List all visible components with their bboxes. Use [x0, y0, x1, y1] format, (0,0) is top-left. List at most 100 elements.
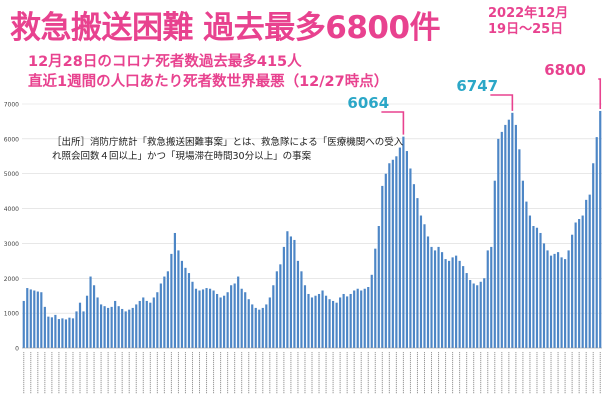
bar [307, 293, 310, 348]
bar [423, 224, 426, 348]
bar [194, 288, 198, 348]
bar [61, 318, 64, 348]
bar [71, 318, 75, 348]
bar [275, 271, 278, 348]
subtitle-world-worst: 直近1週間の人口あたり死者数世界最悪（12/27時点） [28, 74, 389, 90]
bar [398, 147, 401, 348]
bar [599, 110, 602, 348]
y-tick-label: 6000 [4, 136, 19, 143]
bar [117, 306, 120, 348]
bar [184, 267, 187, 348]
bar [412, 184, 416, 348]
bar [103, 306, 106, 348]
bar [560, 257, 563, 348]
bar [22, 300, 25, 348]
bar [64, 319, 68, 348]
bar [592, 163, 595, 348]
bar [149, 302, 152, 348]
bar [92, 285, 96, 348]
bar [177, 250, 180, 348]
period-label: 2022年12月 19日～25日 [488, 6, 600, 38]
bar [433, 250, 437, 348]
bar [310, 297, 314, 348]
bar [514, 124, 517, 348]
bar [476, 285, 479, 348]
bar [208, 288, 212, 348]
bar [50, 317, 53, 348]
bar [279, 264, 282, 348]
bar [223, 295, 226, 348]
bar [388, 163, 391, 348]
bar [458, 260, 461, 348]
y-tick-label: 2000 [4, 276, 19, 283]
bar [367, 287, 370, 348]
bar [258, 309, 261, 348]
bar [511, 112, 514, 348]
period-year-month: 2022年12月 [488, 6, 569, 21]
bar [36, 291, 39, 348]
bar [135, 304, 138, 348]
bar [170, 253, 173, 348]
bar [114, 300, 117, 348]
bar [493, 180, 496, 348]
bar [455, 255, 458, 348]
bar [296, 260, 300, 348]
bar [465, 273, 468, 348]
bar [156, 292, 159, 348]
bar [497, 138, 500, 348]
period-days: 19日～25日 [488, 22, 564, 37]
bar [321, 290, 324, 348]
bar [370, 274, 373, 348]
bar [85, 295, 89, 348]
peak-label-6064: 6064 [347, 94, 390, 112]
bar [444, 259, 447, 348]
bar [581, 215, 584, 348]
bar [282, 246, 285, 348]
bar [75, 311, 78, 348]
bar [585, 199, 588, 348]
bar [353, 290, 356, 348]
bar [300, 271, 303, 348]
bar [521, 180, 524, 348]
peak-callout-line [598, 78, 602, 109]
y-tick-label: 3000 [4, 241, 19, 248]
bar [212, 290, 215, 348]
bar [110, 306, 113, 348]
bar [507, 119, 510, 348]
bar [254, 307, 257, 348]
bar [567, 250, 570, 348]
bar [451, 257, 454, 348]
bar [82, 311, 85, 348]
bar [549, 255, 553, 348]
bar [402, 136, 405, 348]
bar [462, 266, 465, 348]
bar [289, 236, 292, 348]
bar [437, 246, 440, 348]
bar [328, 299, 331, 348]
bar [346, 296, 349, 348]
bar [145, 300, 148, 348]
bar [219, 297, 222, 348]
bar [124, 311, 127, 348]
y-axis-ticks: 0 1000 2000 3000 4000 5000 6000 7000 [4, 102, 19, 353]
bar [89, 276, 92, 348]
bar [486, 250, 489, 348]
bar [553, 253, 556, 348]
bar [180, 260, 184, 348]
bar [374, 248, 377, 348]
bars [22, 110, 602, 349]
bar [339, 297, 342, 348]
bar [317, 293, 321, 348]
bar [479, 281, 482, 348]
bar [216, 293, 219, 348]
page-title: 救急搬送困難 過去最多6800件 [10, 10, 441, 46]
bar [247, 299, 250, 348]
bar [100, 304, 103, 348]
bar [152, 297, 155, 348]
bar [272, 285, 275, 348]
bar [349, 293, 352, 348]
bar [142, 297, 145, 348]
bar [430, 246, 433, 348]
bar [556, 252, 560, 348]
